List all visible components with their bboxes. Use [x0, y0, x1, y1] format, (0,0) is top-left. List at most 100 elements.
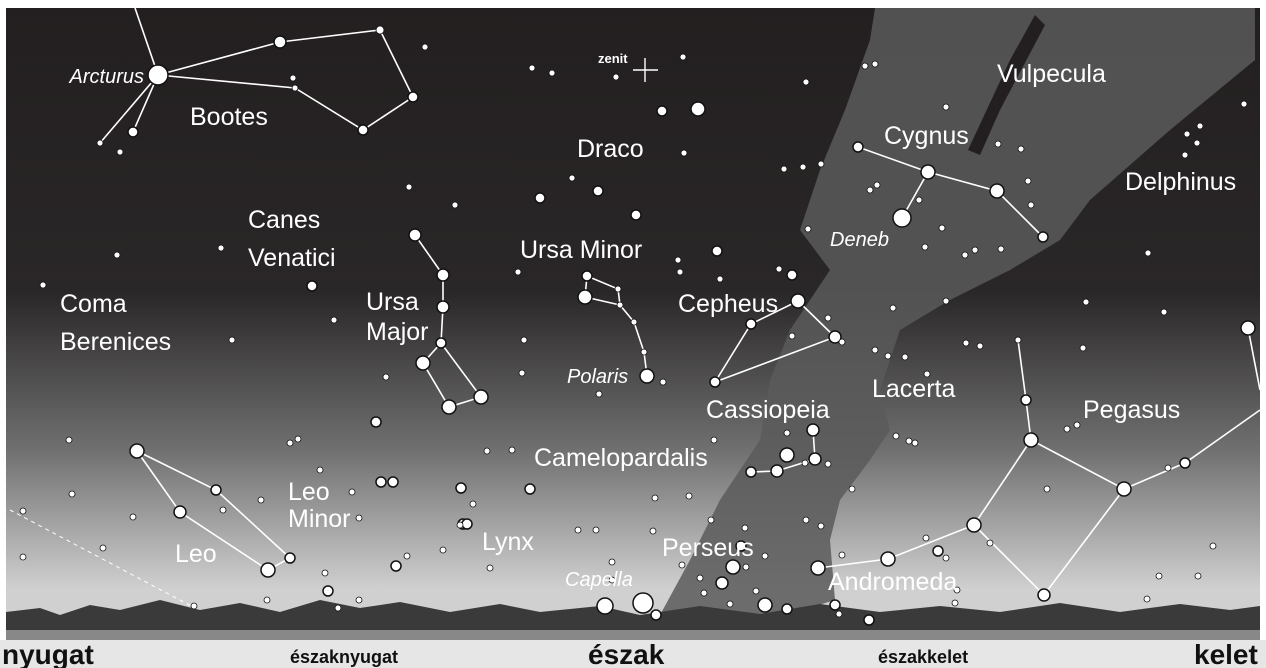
star	[650, 609, 662, 621]
star	[306, 280, 318, 292]
star	[210, 484, 222, 496]
stars	[19, 25, 1256, 626]
star	[316, 466, 324, 474]
star	[745, 466, 757, 478]
star	[370, 416, 382, 428]
star	[770, 464, 784, 478]
constellation-label: Pegasus	[1083, 396, 1180, 424]
star	[852, 141, 864, 153]
zenith-cross	[633, 58, 658, 82]
star	[291, 84, 299, 92]
star	[614, 285, 622, 293]
star-label: Capella	[565, 569, 633, 591]
star	[219, 506, 227, 514]
star	[997, 245, 1005, 253]
star	[19, 507, 27, 515]
star	[676, 268, 684, 276]
constellation-label: Vulpecula	[997, 60, 1106, 88]
star	[709, 376, 721, 388]
star	[375, 476, 387, 488]
star	[873, 181, 881, 189]
star	[838, 551, 846, 559]
constellation-label: Andromeda	[828, 568, 957, 596]
constellation-label: Cassiopeia	[706, 396, 830, 424]
star	[986, 539, 994, 547]
star	[357, 124, 369, 136]
star	[786, 269, 798, 281]
star	[1164, 464, 1172, 472]
star	[911, 439, 919, 447]
star	[455, 482, 467, 494]
star	[375, 25, 385, 35]
star	[483, 447, 491, 455]
star	[616, 301, 624, 309]
star	[715, 576, 729, 590]
star-label: Deneb	[830, 229, 889, 251]
star	[528, 64, 536, 72]
star	[608, 576, 616, 584]
star	[781, 603, 793, 615]
star	[966, 517, 982, 533]
direction-label: kelet	[1194, 639, 1258, 668]
star	[810, 560, 826, 576]
star	[649, 527, 657, 535]
star	[1017, 145, 1025, 153]
star	[596, 597, 614, 615]
star	[334, 604, 342, 612]
star	[65, 436, 73, 444]
star	[129, 513, 137, 521]
star	[804, 225, 812, 233]
star	[1209, 542, 1217, 550]
star	[116, 148, 124, 156]
constellation-label: Cepheus	[678, 290, 778, 318]
star	[656, 105, 668, 117]
star	[403, 552, 411, 560]
direction-label: nyugat	[2, 639, 94, 668]
star	[848, 485, 856, 493]
star	[534, 192, 546, 204]
star	[802, 78, 810, 86]
star	[289, 74, 297, 82]
constellation-label: Cygnus	[884, 122, 969, 150]
star	[1179, 457, 1191, 469]
star	[824, 460, 832, 468]
star	[651, 494, 659, 502]
star	[228, 336, 236, 344]
star	[802, 516, 810, 524]
star	[217, 244, 225, 252]
zenith-label: zenit	[598, 51, 628, 66]
star	[640, 348, 648, 356]
star	[892, 432, 900, 440]
star	[735, 540, 747, 552]
star	[407, 91, 419, 103]
star	[257, 496, 265, 504]
star	[690, 101, 706, 117]
star	[1143, 595, 1151, 603]
star	[962, 339, 970, 347]
star	[190, 602, 198, 610]
star	[415, 355, 431, 371]
star	[632, 592, 654, 614]
star	[608, 558, 616, 566]
star	[390, 560, 402, 572]
star	[725, 559, 741, 575]
star	[1024, 177, 1032, 185]
star	[953, 586, 961, 594]
star	[1155, 572, 1163, 580]
star	[408, 228, 422, 242]
constellation-label: Venatici	[248, 244, 336, 272]
direction-label: észak	[588, 639, 665, 668]
star	[779, 447, 795, 463]
star	[775, 265, 783, 273]
star	[260, 562, 276, 578]
star	[1020, 394, 1032, 406]
star	[994, 140, 1002, 148]
star	[592, 526, 600, 534]
footer	[0, 640, 1266, 668]
star	[1014, 336, 1022, 344]
star	[1196, 122, 1204, 130]
star	[817, 522, 825, 530]
star	[780, 165, 788, 173]
star	[932, 545, 944, 557]
star	[514, 268, 522, 276]
